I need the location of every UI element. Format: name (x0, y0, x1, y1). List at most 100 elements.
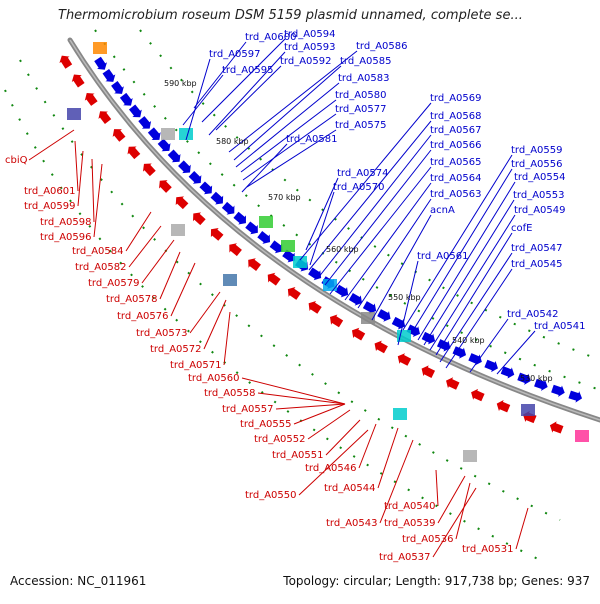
gene-label-reverse[interactable]: trd_A0571 (170, 360, 222, 371)
gene-label-reverse[interactable]: trd_A0584 (72, 246, 124, 257)
gene-arrow-forward (210, 191, 224, 205)
gene-label-forward[interactable]: trd_A0569 (430, 93, 482, 104)
gene-label-forward[interactable]: trd_A0547 (511, 243, 563, 254)
gene-label-reverse[interactable]: trd_A0557 (222, 404, 274, 415)
accession-text: Accession: NC_011961 (10, 574, 147, 588)
gene-feature-block (521, 404, 535, 416)
gene-label-reverse[interactable]: trd_A0537 (379, 552, 431, 563)
gene-label-forward[interactable]: trd_A0595 (222, 65, 274, 76)
gene-label-forward[interactable]: trd_A0586 (356, 41, 408, 52)
gene-arrow-forward (348, 293, 363, 306)
kbp-label: 530 kbp (520, 374, 553, 383)
gene-label-forward[interactable]: acnA (430, 205, 455, 216)
gene-label-reverse[interactable]: trd_A0601 (24, 186, 76, 197)
gene-arrow-reverse (496, 400, 511, 413)
summary-text: Topology: circular; Length: 917,738 bp; … (283, 574, 590, 588)
gene-label-forward[interactable]: trd_A0593 (284, 42, 336, 53)
gene-label-reverse[interactable]: trd_A0558 (204, 388, 256, 399)
gene-label-forward[interactable]: trd_A0559 (511, 145, 563, 156)
leader-line-reverse (77, 150, 84, 207)
gene-label-reverse[interactable]: trd_A0540 (384, 501, 436, 512)
gene-arrow-forward (362, 301, 377, 314)
gene-label-reverse[interactable]: trd_A0539 (384, 518, 436, 529)
gene-label-reverse[interactable]: trd_A0579 (88, 278, 140, 289)
gene-label-reverse[interactable]: trd_A0598 (40, 217, 92, 228)
gene-label-forward[interactable]: trd_A0597 (209, 49, 261, 60)
gene-feature-block (179, 128, 193, 140)
leader-line-reverse (379, 439, 414, 524)
gene-arrow-reverse (159, 180, 172, 193)
gene-label-forward[interactable]: trd_A0592 (280, 56, 332, 67)
gene-arrow-reverse (229, 243, 242, 257)
gene-arrow-forward (111, 80, 124, 94)
gene-arrow-forward (257, 231, 271, 244)
gene-label-reverse[interactable]: trd_A0546 (305, 463, 357, 474)
leader-line-forward (329, 166, 432, 295)
gene-arrow-forward (178, 160, 191, 174)
gene-label-forward[interactable]: trd_A0580 (335, 90, 387, 101)
gene-label-reverse[interactable]: trd_A0572 (150, 344, 202, 355)
leader-line-forward (308, 120, 432, 271)
gene-label-reverse[interactable]: trd_A0578 (106, 294, 158, 305)
gene-label-reverse[interactable]: trd_A0551 (272, 450, 324, 461)
gene-label-forward[interactable]: trd_A0583 (338, 73, 390, 84)
gene-label-forward[interactable]: trd_A0568 (430, 111, 482, 122)
gene-label-forward[interactable]: trd_A0541 (534, 321, 586, 332)
gene-label-reverse[interactable]: trd_A0543 (326, 518, 378, 529)
gene-arrow-forward (334, 284, 349, 298)
gene-label-forward[interactable]: trd_A0600 (245, 32, 297, 43)
gene-label-forward[interactable]: trd_A0585 (340, 56, 392, 67)
gene-label-reverse[interactable]: trd_A0582 (75, 262, 127, 273)
gene-label-forward[interactable]: cofE (511, 223, 532, 234)
leader-line-reverse (159, 251, 181, 300)
gene-label-reverse[interactable]: trd_A0596 (40, 232, 92, 243)
gene-label-forward[interactable]: trd_A0567 (430, 125, 482, 136)
gene-label-reverse[interactable]: trd_A0531 (462, 544, 514, 555)
gene-label-reverse[interactable]: trd_A0576 (117, 311, 169, 322)
gene-label-forward[interactable]: trd_A0554 (514, 172, 566, 183)
gene-label-forward[interactable]: trd_A0565 (430, 157, 482, 168)
gene-label-forward[interactable]: trd_A0542 (507, 309, 559, 320)
gene-label-reverse[interactable]: trd_A0599 (24, 201, 76, 212)
gene-label-forward[interactable]: trd_A0553 (513, 190, 565, 201)
gene-label-reverse[interactable]: trd_A0573 (136, 328, 188, 339)
gene-label-reverse[interactable]: trd_A0555 (240, 419, 292, 430)
gene-label-forward[interactable]: trd_A0577 (335, 104, 387, 115)
leader-line-forward (371, 214, 432, 321)
gene-label-forward[interactable]: trd_A0563 (430, 189, 482, 200)
leader-line-forward (305, 177, 339, 251)
gene-label-forward[interactable]: trd_A0574 (337, 168, 389, 179)
gene-label-forward[interactable]: trd_A0549 (514, 205, 566, 216)
gene-label-forward[interactable]: trd_A0594 (284, 29, 336, 40)
gene-label-forward[interactable]: trd_A0566 (430, 140, 482, 151)
gene-label-forward[interactable]: trd_A0575 (335, 120, 387, 131)
gene-label-reverse[interactable]: trd_A0550 (245, 490, 297, 501)
leader-line-forward (429, 214, 516, 351)
gene-label-reverse[interactable]: trd_A0560 (188, 373, 240, 384)
leader-line-reverse (93, 163, 103, 238)
gene-label-reverse[interactable]: trd_A0544 (324, 483, 376, 494)
gene-label-forward[interactable]: trd_A0570 (333, 182, 385, 193)
gene-arrow-reverse (84, 93, 98, 106)
kbp-label: 560 kbp (326, 245, 359, 254)
leader-lines (28, 38, 536, 558)
gene-arrow-forward (452, 346, 467, 359)
leader-line-forward (439, 252, 513, 363)
gene-label-forward[interactable]: trd_A0581 (286, 134, 338, 145)
gene-arrow-reverse (374, 340, 388, 354)
gene-label-reverse[interactable]: cbiQ (5, 155, 28, 166)
gene-feature-block (393, 408, 407, 420)
gene-label-forward[interactable]: trd_A0564 (430, 173, 482, 184)
gene-arrow-reverse (397, 353, 412, 366)
gene-arrow-forward (282, 249, 296, 263)
gene-label-forward[interactable]: trd_A0545 (511, 259, 563, 270)
leader-line-forward (309, 191, 335, 266)
leader-line-reverse (170, 262, 196, 317)
leader-line-reverse (358, 423, 377, 469)
gene-label-reverse[interactable]: trd_A0536 (402, 534, 454, 545)
leader-line-reverse (91, 158, 95, 223)
gene-label-forward[interactable]: trd_A0556 (511, 159, 563, 170)
leader-line-reverse (74, 140, 79, 192)
gene-label-reverse[interactable]: trd_A0552 (254, 434, 306, 445)
gene-label-forward[interactable]: trd_A0561 (417, 251, 469, 262)
